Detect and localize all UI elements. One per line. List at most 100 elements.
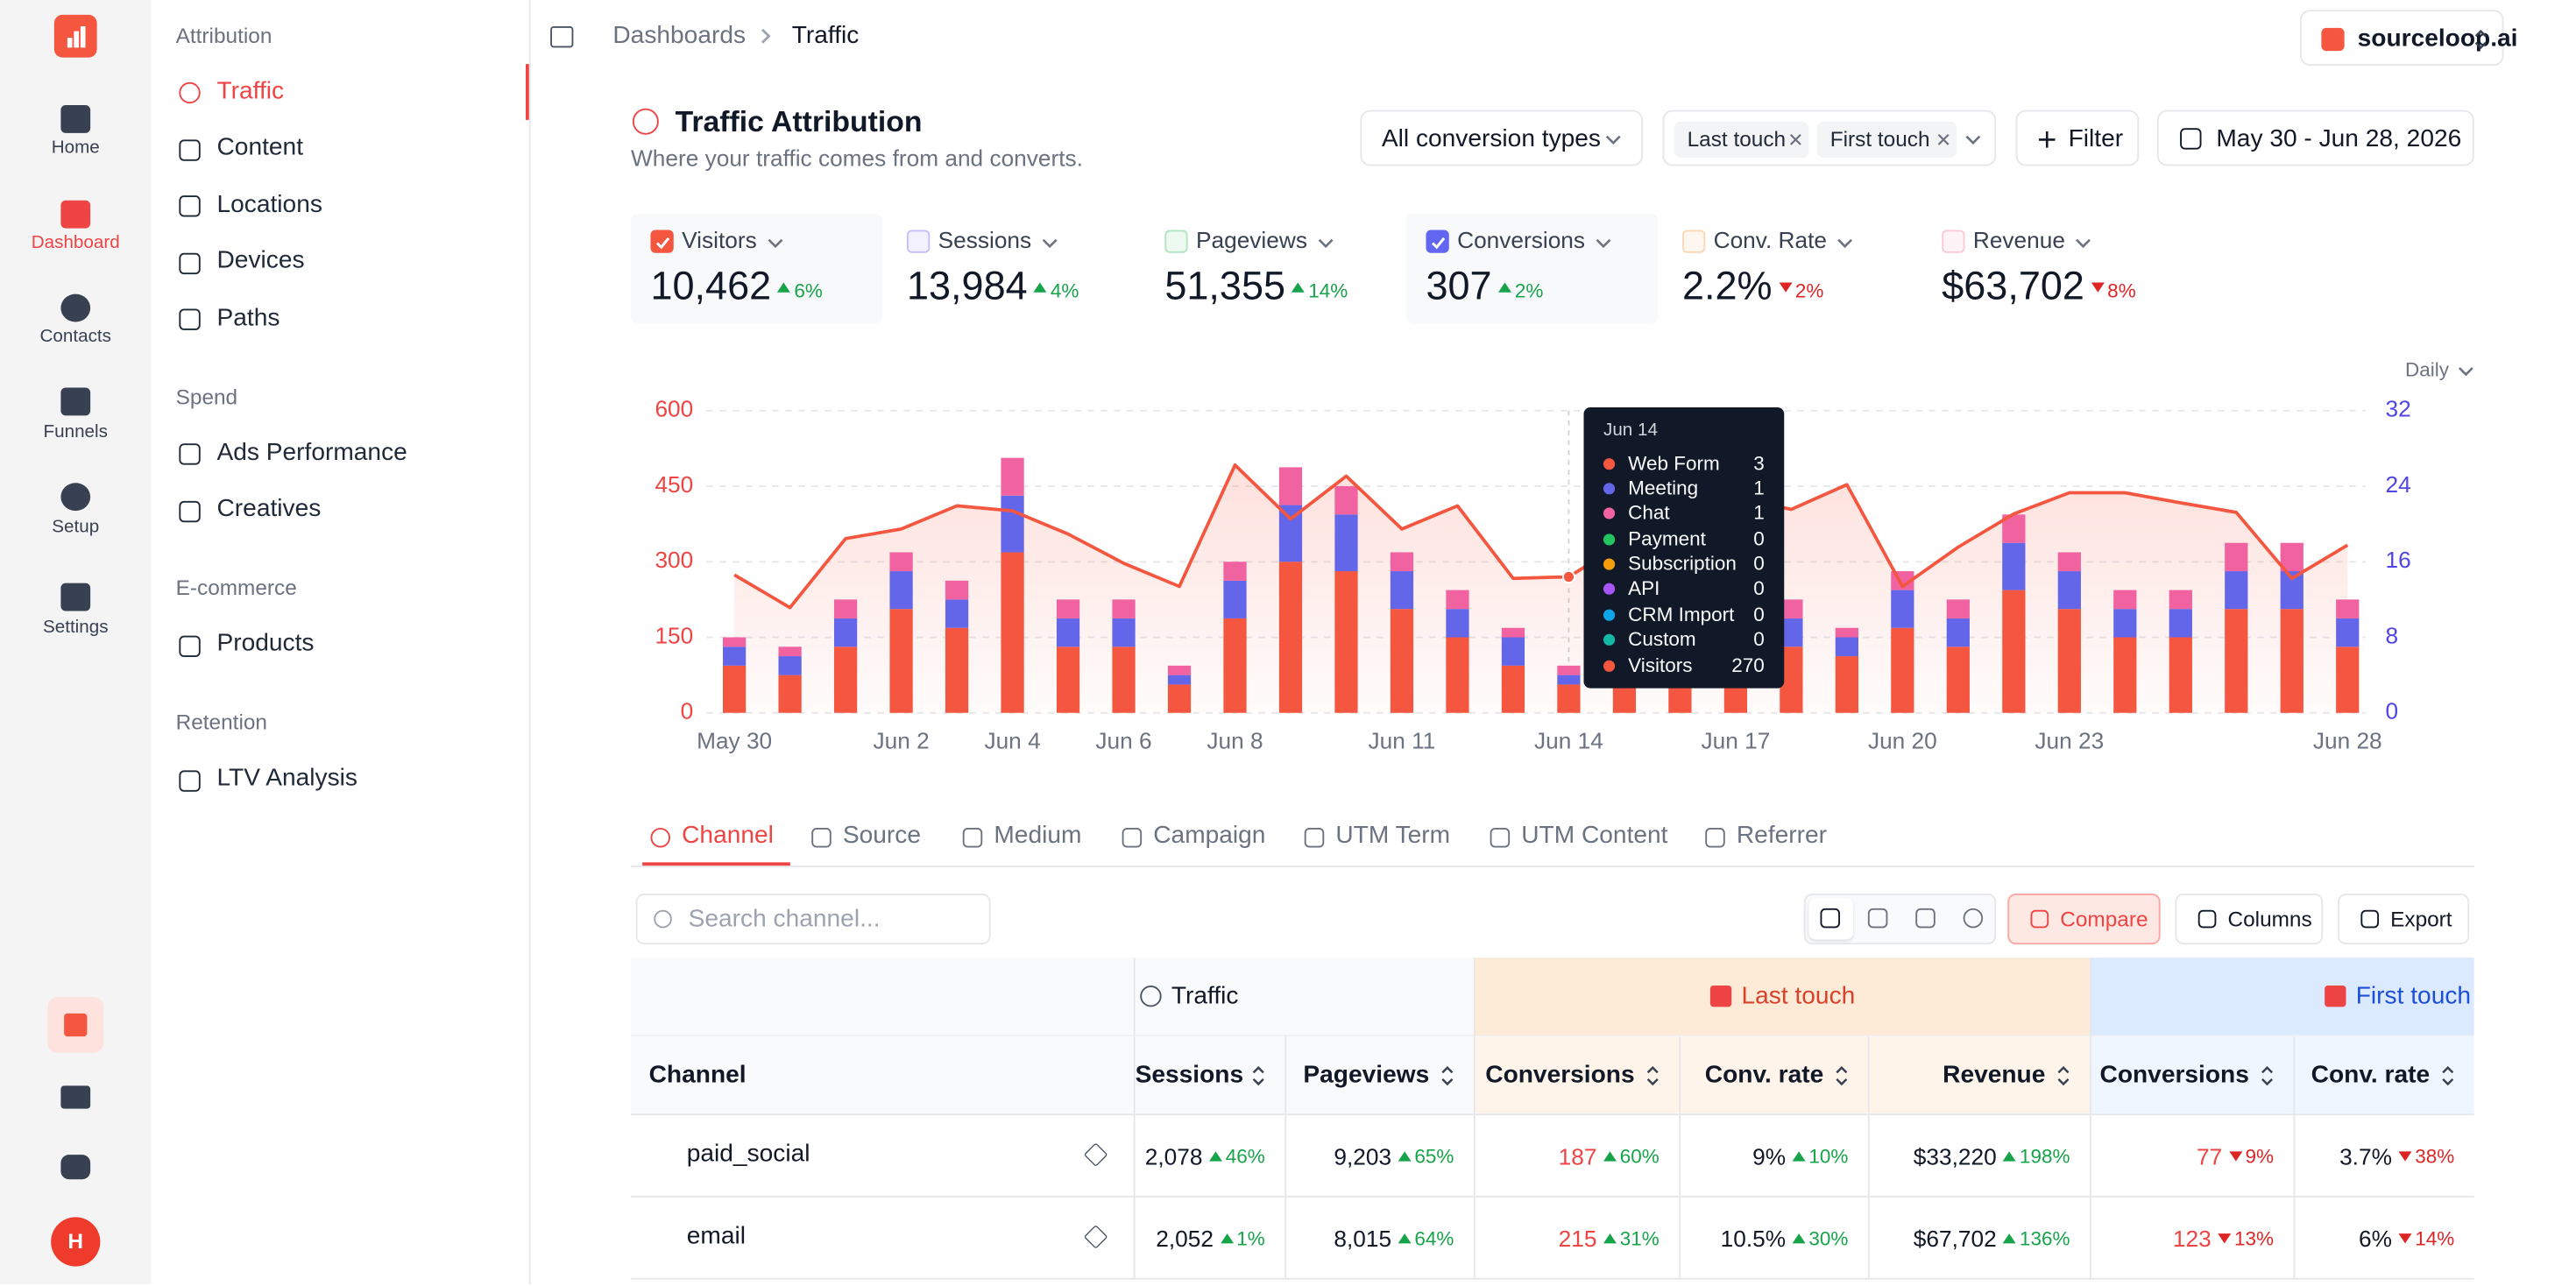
metric-card[interactable]: Conversions 307 2% bbox=[1406, 213, 1658, 324]
view-option[interactable] bbox=[1808, 898, 1853, 940]
workspace-switcher[interactable]: sourceloop.ai bbox=[2300, 10, 2517, 66]
metric-checkbox[interactable] bbox=[1164, 230, 1188, 253]
rail-item[interactable]: Funnels bbox=[0, 383, 152, 465]
rail-item[interactable]: Setup bbox=[0, 478, 152, 561]
nav-label: Locations bbox=[216, 189, 322, 218]
chip-remove bbox=[1937, 133, 1950, 145]
bar-segment bbox=[1891, 590, 1914, 628]
metric-card[interactable]: Sessions 13,984 4% bbox=[888, 214, 1139, 324]
chevron bbox=[1252, 1078, 1264, 1086]
nav-item[interactable]: LTV Analysis bbox=[152, 752, 529, 808]
model-chip[interactable]: Last touch bbox=[1674, 121, 1809, 158]
breakdown-icon[interactable] bbox=[1083, 1142, 1108, 1168]
cell-change: 64% bbox=[1414, 1226, 1454, 1250]
column-header[interactable]: Conv. rate bbox=[2293, 1036, 2474, 1116]
nav-item[interactable]: Creatives bbox=[152, 482, 529, 538]
cell-value: 3.7% bbox=[2339, 1143, 2392, 1169]
metric-checkbox[interactable] bbox=[1426, 230, 1449, 253]
tooltip-value: 0 bbox=[1753, 602, 1765, 625]
gift-button[interactable] bbox=[47, 997, 104, 1053]
view-option[interactable] bbox=[1952, 899, 1997, 940]
rail-item[interactable]: Home bbox=[0, 100, 152, 182]
cell-value: 9,203 bbox=[1334, 1143, 1392, 1169]
interval-select[interactable]: Daily bbox=[2366, 355, 2474, 385]
metric-checkbox[interactable] bbox=[907, 230, 931, 253]
tab[interactable]: Campaign bbox=[1114, 809, 1281, 868]
table-cell: 215 31% bbox=[1473, 1197, 1679, 1280]
rail-icon bbox=[60, 105, 91, 133]
metric-checkbox[interactable] bbox=[1682, 230, 1706, 253]
bar-segment bbox=[1946, 599, 1970, 618]
metric-card[interactable]: Visitors 10,462 6% bbox=[631, 213, 882, 324]
conversion-type-select[interactable]: All conversion types bbox=[1360, 110, 1643, 166]
cell-content: $67,702 136% bbox=[1914, 1224, 2070, 1254]
bar-segment bbox=[1056, 599, 1080, 618]
sidebar-toggle[interactable] bbox=[550, 26, 574, 48]
date-range-picker[interactable]: May 30 - Jun 28, 2026 bbox=[2156, 110, 2474, 166]
cell-content: 187 60% bbox=[1559, 1141, 1660, 1171]
tab[interactable]: UTM Content bbox=[1482, 809, 1684, 868]
table-cell: 10.5% 30% bbox=[1679, 1197, 1868, 1280]
toolbar-button[interactable]: Columns bbox=[2175, 894, 2324, 945]
breakdown-icon[interactable] bbox=[1083, 1224, 1108, 1249]
nav-item[interactable]: Traffic bbox=[152, 64, 529, 120]
trend-arrow bbox=[1779, 282, 1793, 293]
column-header[interactable]: Conv. rate bbox=[1679, 1036, 1868, 1116]
model-chip[interactable]: First touch bbox=[1816, 121, 1957, 158]
column-header[interactable]: Channel bbox=[631, 1036, 1134, 1116]
toolbar-button[interactable]: Export bbox=[2338, 894, 2470, 945]
chevron bbox=[2076, 238, 2091, 249]
rail-item[interactable]: Settings bbox=[0, 578, 152, 661]
group-label: Last touch bbox=[1741, 981, 1856, 1010]
view-option[interactable] bbox=[1857, 899, 1901, 940]
column-header[interactable]: Pageviews bbox=[1284, 1036, 1474, 1116]
trend-arrow bbox=[2228, 1151, 2242, 1162]
toolbar-button[interactable]: Compare bbox=[2007, 894, 2161, 945]
metric-checkbox[interactable] bbox=[650, 230, 674, 253]
tooltip-series-name: Payment bbox=[1628, 526, 1706, 550]
bar-segment bbox=[2225, 542, 2248, 572]
column-header[interactable]: Sessions bbox=[1133, 1036, 1285, 1116]
column-header[interactable]: Conversions bbox=[1473, 1036, 1680, 1116]
view-option[interactable] bbox=[1904, 899, 1949, 940]
tab[interactable]: Referrer bbox=[1697, 809, 1844, 868]
bar-segment bbox=[889, 552, 913, 572]
nav-item[interactable]: Paths bbox=[152, 291, 529, 347]
model-select[interactable]: Last touch First touch bbox=[1662, 110, 1997, 166]
tab-label: Medium bbox=[994, 820, 1082, 849]
rail-item[interactable]: Contacts bbox=[0, 289, 152, 371]
metric-card[interactable]: Pageviews 51,355 14% bbox=[1145, 214, 1397, 324]
bar-segment bbox=[2336, 618, 2360, 647]
nav-item[interactable]: Locations bbox=[152, 178, 529, 234]
metric-label: Sessions bbox=[938, 227, 1032, 254]
docs-icon[interactable] bbox=[60, 1085, 91, 1109]
metric-card[interactable]: Revenue $63,702 8% bbox=[1922, 214, 2174, 324]
nav-item[interactable]: Content bbox=[152, 121, 529, 177]
tab[interactable]: Channel bbox=[642, 809, 790, 868]
filter-button[interactable]: Filter bbox=[2015, 110, 2140, 166]
check bbox=[655, 236, 669, 249]
nav-item[interactable]: Products bbox=[152, 617, 529, 673]
avatar[interactable]: H bbox=[51, 1217, 101, 1267]
rail-item[interactable]: Dashboard bbox=[0, 195, 152, 278]
tab[interactable]: Medium bbox=[954, 809, 1097, 868]
tab[interactable]: Source bbox=[803, 809, 938, 868]
breadcrumb[interactable]: Dashboards bbox=[612, 20, 747, 49]
column-header[interactable]: Revenue bbox=[1867, 1036, 2090, 1116]
cell-change: 1% bbox=[1236, 1226, 1265, 1250]
nav-item[interactable]: Ads Performance bbox=[152, 426, 529, 482]
tooltip-value: 0 bbox=[1753, 526, 1765, 550]
search-input[interactable]: Search channel... bbox=[635, 894, 991, 945]
sort-icon bbox=[1646, 1066, 1659, 1086]
column-header[interactable]: Conversions bbox=[2090, 1036, 2294, 1116]
rail-icon bbox=[60, 387, 91, 416]
chat-icon[interactable] bbox=[60, 1155, 91, 1180]
icon bbox=[650, 828, 670, 848]
metric-card[interactable]: Conv. Rate 2.2% 2% bbox=[1663, 214, 1914, 324]
tab[interactable]: UTM Term bbox=[1296, 809, 1467, 868]
tooltip-value: 0 bbox=[1753, 576, 1765, 601]
cell-content: 77 9% bbox=[2197, 1141, 2274, 1171]
nav-item[interactable]: Devices bbox=[152, 234, 529, 290]
group-icon bbox=[2325, 986, 2346, 1007]
metric-checkbox[interactable] bbox=[1942, 230, 1965, 253]
